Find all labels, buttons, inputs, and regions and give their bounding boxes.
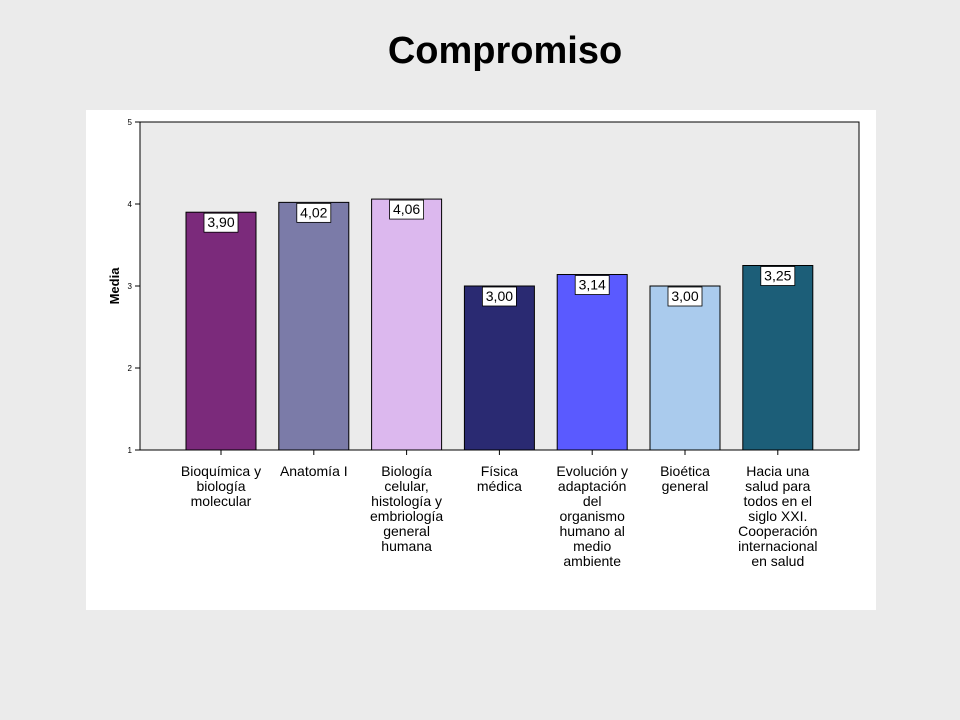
y-tick-label-5: 5 [128,118,133,127]
value-label-box-6 [667,286,703,307]
category-label-2: Anatomía I [279,463,348,479]
value-label-3: 4,06 [393,201,420,217]
bar-4 [463,285,535,451]
bar-6 [649,285,721,451]
category-label-3: Biología celular, histología y embriolog… [370,463,444,554]
chart-title: Compromiso [387,30,623,72]
bar-7 [742,265,814,451]
category-label-1: Bioquímica y biología molecular [180,463,262,509]
category-label-6: Bioética general [660,463,710,494]
y-tick-label-3: 3 [128,282,133,291]
value-label-2: 4,02 [300,204,327,220]
y-axis-title: Media [107,267,122,305]
y-tick-label-4: 4 [128,200,133,209]
bar-5 [556,274,628,451]
value-label-4: 3,00 [486,288,513,304]
value-label-7: 3,25 [764,268,791,284]
y-tick-label-1: 1 [128,446,133,455]
value-label-box-1 [203,212,239,233]
value-label-box-7 [760,266,796,286]
bar-3 [371,198,443,451]
category-label-4: Física médica [476,463,522,494]
value-label-box-4 [481,286,517,307]
bar-chart: 1 2 3 4 5 Media 3,90 4,02 4,06 3,00 3,14 3,00 3,25 [107,118,860,455]
value-label-box-5 [574,275,610,295]
value-label-5: 3,14 [579,277,606,293]
y-tick-label-2: 2 [128,364,133,373]
bar-1 [185,211,257,451]
category-label-5: Evolución y adaptación del organismo hum… [556,463,628,569]
value-label-6: 3,00 [671,288,698,304]
chart-panel: 1 2 3 4 5 Media 3,90 4,02 4,06 3,00 3,14 3,00 3,25 B… [86,110,876,610]
value-label-box-3 [389,199,425,220]
bar-2 [278,201,350,451]
value-label-box-2 [296,202,332,223]
value-label-1: 3,90 [207,214,234,230]
category-label-7: Hacia una salud para todos en el siglo X… [738,463,818,569]
